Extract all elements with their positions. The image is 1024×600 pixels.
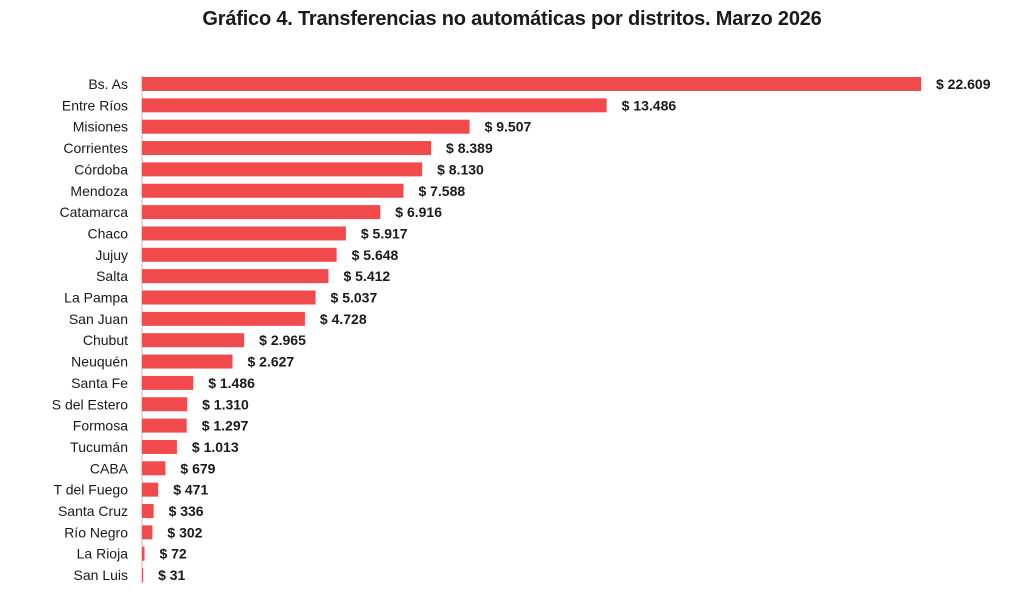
bar [142,525,153,540]
data-label: $ 6.916 [395,204,442,220]
category-label: San Juan [69,311,128,327]
data-label: $ 9.507 [485,119,532,135]
category-label: Mendoza [70,183,128,199]
category-label: Chaco [88,225,129,241]
bar [142,119,470,134]
data-label: $ 7.588 [418,183,465,199]
data-label: $ 302 [167,524,202,540]
chart-title: Gráfico 4. Transferencias no automáticas… [202,8,822,30]
data-label: $ 72 [159,546,186,562]
category-label: Catamarca [60,204,129,220]
category-label: T del Fuego [54,482,129,498]
category-label: La Rioja [77,546,129,562]
bar [142,205,381,220]
bar [142,418,187,433]
bar [142,546,145,561]
bar [142,504,154,518]
category-label: Chubut [83,332,128,348]
bar [142,461,166,476]
category-label: Neuquén [71,354,128,370]
bar [142,162,423,177]
bar [142,311,305,326]
data-label: $ 2.965 [259,332,306,348]
category-label: San Luis [74,567,128,583]
bar [142,226,346,241]
bar [142,141,432,156]
bar [142,354,233,369]
category-label: Tucumán [70,439,128,455]
data-label: $ 2.627 [248,354,295,370]
bar [142,290,316,305]
category-label: Santa Cruz [58,503,128,519]
category-label: Formosa [73,418,128,434]
data-label: $ 5.412 [343,268,390,284]
category-label: Bs. As [88,76,128,92]
category-label: S del Estero [52,396,128,412]
data-label: $ 1.486 [208,375,255,391]
bar [142,77,921,91]
data-label: $ 13.486 [622,97,677,113]
data-label: $ 5.648 [352,247,399,263]
bar [142,183,404,198]
data-label: $ 22.609 [936,76,991,92]
category-label: Santa Fe [71,375,128,391]
category-label: Córdoba [74,161,128,177]
bar [142,333,245,348]
data-label: $ 31 [158,567,185,583]
bar [142,269,329,284]
bar [142,375,194,390]
data-label: $ 8.130 [437,161,484,177]
data-label: $ 1.310 [202,396,249,412]
category-label: Salta [96,268,128,284]
category-label: Entre Ríos [62,97,128,113]
category-label: CABA [90,460,129,476]
category-label: La Pampa [64,290,128,306]
data-label: $ 8.389 [446,140,493,156]
data-label: $ 336 [169,503,204,519]
data-label: $ 5.037 [331,290,378,306]
category-label: Misiones [73,119,128,135]
data-label: $ 1.297 [202,418,249,434]
bar [142,397,188,412]
category-label: Jujuy [95,247,128,263]
bar [142,247,337,262]
data-label: $ 4.728 [320,311,367,327]
bar [142,98,607,113]
bar [142,482,159,497]
bars-layer: Bs. As $ 22.609 Entre Ríos $ 13.486 Misiones… [52,75,991,585]
data-label: $ 1.013 [192,439,239,455]
category-label: Río Negro [64,524,128,540]
data-label: $ 471 [173,482,208,498]
data-label: $ 679 [180,460,215,476]
bar [142,439,177,454]
bar [142,568,144,583]
data-label: $ 5.917 [361,225,408,241]
category-label: Corrientes [63,140,128,156]
